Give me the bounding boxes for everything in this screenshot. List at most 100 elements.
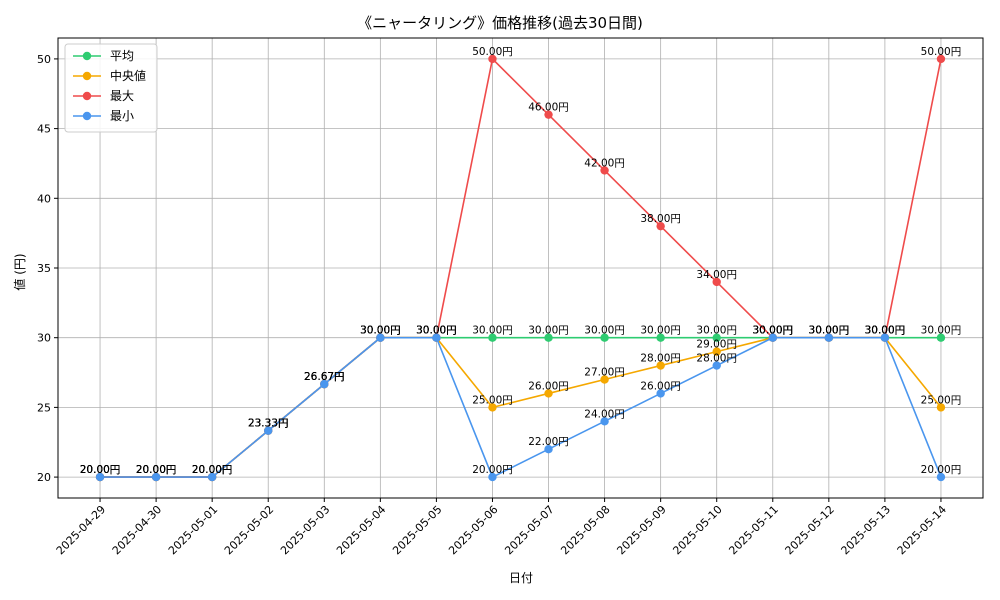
data-label: 30.00円 bbox=[416, 325, 457, 337]
data-label: 42.00円 bbox=[584, 157, 625, 169]
x-tick-label: 2025-05-13 bbox=[839, 503, 893, 557]
data-point bbox=[712, 277, 721, 287]
data-point bbox=[600, 417, 609, 426]
data-point bbox=[936, 54, 946, 64]
x-tick-label: 2025-05-03 bbox=[278, 503, 332, 557]
data-label: 30.00円 bbox=[809, 325, 850, 337]
x-tick-label: 2025-04-30 bbox=[110, 503, 164, 557]
data-label: 23.33円 bbox=[248, 418, 289, 430]
data-point bbox=[320, 379, 329, 389]
x-tick-label: 2025-04-29 bbox=[54, 503, 108, 557]
y-tick-label: 35 bbox=[37, 262, 51, 275]
legend-marker bbox=[82, 91, 92, 101]
data-label: 22.00円 bbox=[528, 436, 569, 448]
y-tick-label: 20 bbox=[37, 471, 51, 484]
data-label: 23.33円 bbox=[248, 418, 289, 430]
data-point bbox=[880, 333, 890, 342]
data-label: 30.00円 bbox=[360, 325, 401, 337]
data-label: 20.00円 bbox=[136, 464, 177, 476]
legend-label: 最大 bbox=[110, 89, 134, 103]
data-label: 23.33円 bbox=[248, 418, 289, 430]
data-point bbox=[600, 333, 609, 342]
data-label: 26.67円 bbox=[304, 371, 345, 383]
data-label: 30.00円 bbox=[752, 325, 793, 337]
data-label: 20.00円 bbox=[472, 464, 513, 476]
data-point bbox=[656, 389, 665, 398]
data-label: 38.00円 bbox=[640, 213, 681, 225]
data-point bbox=[488, 403, 497, 412]
data-label: 25.00円 bbox=[921, 394, 962, 406]
data-label: 28.00円 bbox=[640, 353, 681, 365]
data-label: 20.00円 bbox=[80, 464, 121, 476]
data-point bbox=[544, 333, 553, 342]
x-tick-label: 2025-05-04 bbox=[334, 503, 388, 557]
x-tick-label: 2025-05-02 bbox=[222, 503, 276, 557]
data-label: 50.00円 bbox=[921, 46, 962, 58]
data-label: 20.00円 bbox=[192, 464, 233, 476]
data-label: 26.67円 bbox=[304, 371, 345, 383]
data-label: 26.00円 bbox=[528, 380, 569, 392]
data-label: 25.00円 bbox=[472, 394, 513, 406]
data-label: 27.00円 bbox=[584, 367, 625, 379]
data-point bbox=[207, 472, 217, 482]
x-tick-label: 2025-05-12 bbox=[783, 503, 837, 557]
data-label: 30.00円 bbox=[752, 325, 793, 337]
data-point bbox=[488, 54, 497, 64]
legend-marker bbox=[82, 51, 92, 61]
data-label: 30.00円 bbox=[865, 325, 906, 337]
x-tick-label: 2025-05-11 bbox=[726, 503, 780, 557]
x-tick-label: 2025-05-05 bbox=[390, 503, 444, 557]
data-label: 20.00円 bbox=[192, 464, 233, 476]
data-label: 30.00円 bbox=[416, 325, 457, 337]
data-label: 30.00円 bbox=[865, 325, 906, 337]
data-point bbox=[656, 361, 665, 370]
legend-marker bbox=[82, 71, 92, 81]
data-label: 20.00円 bbox=[80, 464, 121, 476]
x-tick-label: 2025-05-01 bbox=[166, 503, 220, 557]
x-tick-label: 2025-05-08 bbox=[558, 503, 612, 557]
chart-title: 《ニャータリング》価格推移(過去30日間) bbox=[357, 14, 643, 32]
x-tick-label: 2025-05-14 bbox=[895, 503, 949, 557]
series-line bbox=[100, 336, 942, 479]
data-label: 30.00円 bbox=[640, 325, 681, 337]
data-label: 30.00円 bbox=[416, 325, 457, 337]
data-point bbox=[600, 375, 609, 384]
data-label: 20.00円 bbox=[80, 464, 121, 476]
data-label: 34.00円 bbox=[696, 269, 737, 281]
y-tick-label: 25 bbox=[37, 401, 51, 414]
data-point bbox=[488, 333, 497, 342]
data-label: 20.00円 bbox=[136, 464, 177, 476]
data-label: 30.00円 bbox=[360, 325, 401, 337]
data-label: 46.00円 bbox=[528, 102, 569, 114]
data-point bbox=[712, 361, 721, 370]
y-tick-label: 40 bbox=[37, 192, 51, 205]
data-point bbox=[656, 333, 665, 342]
y-axis-label: 値 (円) bbox=[12, 253, 27, 290]
data-point bbox=[488, 472, 497, 482]
data-label: 30.00円 bbox=[809, 325, 850, 337]
data-point bbox=[936, 333, 946, 342]
x-axis-label: 日付 bbox=[509, 571, 533, 585]
data-label: 30.00円 bbox=[416, 325, 457, 337]
data-label: 50.00円 bbox=[472, 46, 513, 58]
legend-box bbox=[64, 43, 158, 133]
y-tick-label: 50 bbox=[37, 53, 51, 66]
data-label: 30.00円 bbox=[584, 325, 625, 337]
data-label: 20.00円 bbox=[80, 464, 121, 476]
grid-layer bbox=[58, 38, 983, 498]
data-label: 20.00円 bbox=[921, 464, 962, 476]
data-label: 30.00円 bbox=[865, 325, 906, 337]
x-tick-label: 2025-05-06 bbox=[446, 503, 500, 557]
data-point bbox=[544, 445, 553, 454]
data-point bbox=[544, 110, 553, 119]
x-tick-label: 2025-05-09 bbox=[614, 503, 668, 557]
data-label: 23.33円 bbox=[248, 418, 289, 430]
data-labels-layer: 20.00円 20.00円 20.00円 23.33円 26.67円 30.00円 30.0… bbox=[80, 46, 961, 476]
legend-label: 平均 bbox=[110, 49, 134, 63]
data-point bbox=[656, 221, 665, 231]
data-label: 30.00円 bbox=[752, 325, 793, 337]
data-point bbox=[376, 333, 385, 342]
